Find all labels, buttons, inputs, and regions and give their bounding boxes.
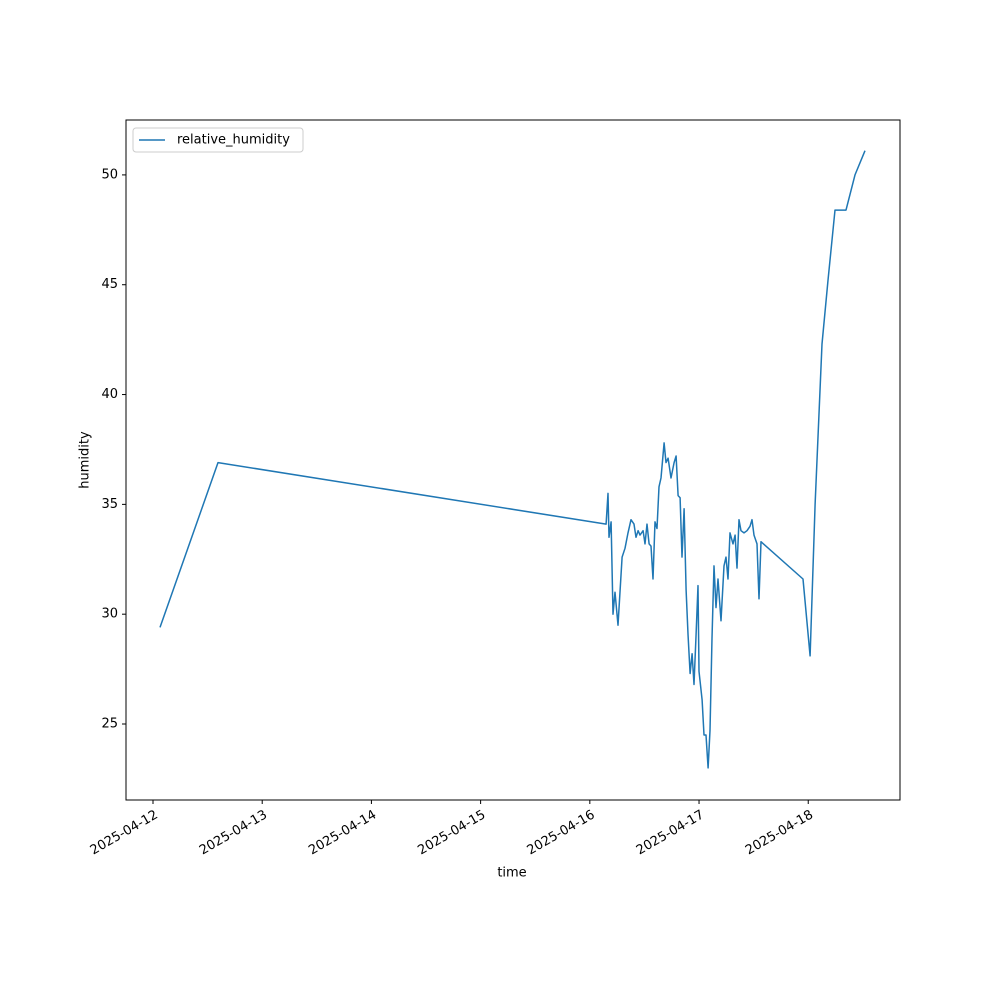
- data-line: [159, 150, 866, 769]
- y-tick-label: 35: [101, 497, 118, 512]
- plot-frame: [125, 119, 901, 801]
- y-axis-label: humidity: [78, 431, 93, 489]
- x-axis-label: time: [497, 866, 526, 881]
- legend-box: [132, 127, 304, 153]
- y-tick-label: 50: [101, 167, 118, 182]
- y-tick-label: 25: [101, 717, 118, 732]
- y-tick-label: 30: [101, 607, 118, 622]
- y-tick-label: 45: [101, 277, 118, 292]
- legend-label: relative_humidity: [177, 133, 290, 148]
- y-tick-label: 40: [101, 387, 118, 402]
- legend: relative_humidity: [132, 127, 304, 153]
